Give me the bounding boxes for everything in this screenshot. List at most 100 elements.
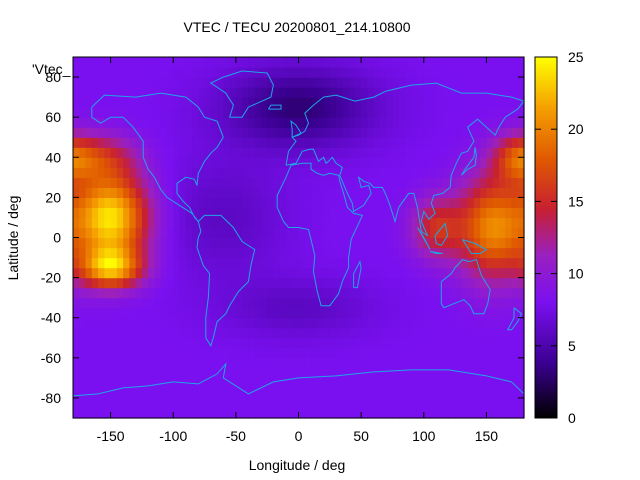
heatmap-cell [392,207,400,219]
heatmap-cell [423,197,431,209]
heatmap-cell [110,147,118,158]
heatmap-cell [116,107,124,118]
heatmap-cell [173,327,181,339]
heatmap-cell [492,347,500,359]
heatmap-cell [135,277,143,289]
heatmap-cell [430,357,437,369]
heatmap-cell [404,97,412,108]
heatmap-cell [404,287,412,299]
heatmap-cell [135,147,143,158]
heatmap-cell [217,157,224,168]
heatmap-cell [166,367,174,379]
heatmap-cell [398,157,406,168]
heatmap-cell [73,127,80,138]
heatmap-cell [279,367,287,379]
heatmap-cell [386,67,394,78]
heatmap-cell [361,87,369,98]
heatmap-cell [292,297,300,309]
heatmap-cell [166,297,174,309]
heatmap-cell [273,177,281,188]
heatmap-cell [166,277,174,289]
heatmap-cell [455,367,462,379]
heatmap-cell [148,97,156,108]
heatmap-cell [348,407,356,419]
heatmap-cell [235,187,243,198]
heatmap-cell [404,177,412,188]
heatmap-cell [279,307,287,319]
heatmap-cell [229,287,237,299]
heatmap-cell [173,357,181,369]
heatmap-cell [160,247,168,259]
heatmap-cell [116,147,124,158]
heatmap-cell [392,137,400,148]
heatmap-cell [104,257,112,269]
heatmap-cell [110,347,118,359]
heatmap-cell [267,357,275,369]
heatmap-cell [79,347,87,359]
heatmap-cell [404,267,412,279]
heatmap-cell [354,257,362,269]
heatmap-cell [160,307,168,319]
heatmap-cell [279,137,287,148]
heatmap-cell [317,167,325,178]
heatmap-cell [198,327,206,339]
heatmap-cell [185,97,193,108]
heatmap-cell [379,197,387,209]
heatmap-cell [505,117,513,128]
heatmap-cell [192,257,199,269]
heatmap-cell [217,337,224,349]
heatmap-cell [379,397,387,409]
heatmap-cell [342,257,350,269]
heatmap-cell [210,177,218,188]
heatmap-cell [73,87,80,98]
heatmap-cell [417,217,425,229]
heatmap-cell [173,87,181,98]
heatmap-cell [273,267,281,279]
heatmap-cell [373,317,381,329]
heatmap-cell [154,117,162,128]
heatmap-cell [311,337,318,349]
heatmap-cell [217,297,224,309]
heatmap-cell [436,367,444,379]
heatmap-cell [498,287,506,299]
heatmap-cell [141,247,149,259]
heatmap-cell [98,367,105,379]
heatmap-cell [179,177,187,188]
heatmap-cell [373,207,381,219]
heatmap-cell [417,127,425,138]
heatmap-cell [73,287,80,299]
heatmap-cell [173,257,181,269]
heatmap-cell [473,67,481,78]
heatmap-cell [317,177,325,188]
heatmap-cell [442,187,450,198]
heatmap-cell [511,87,519,98]
heatmap-cell [336,177,343,188]
heatmap-cell [179,347,187,359]
heatmap-cell [104,217,112,229]
heatmap-cell [217,87,224,98]
heatmap-cell [404,377,412,389]
heatmap-cell [361,187,369,198]
heatmap-cell [492,147,500,158]
heatmap-cell [104,367,112,379]
heatmap-cell [473,97,481,108]
heatmap-cell [386,377,394,389]
heatmap-cell [154,367,162,379]
heatmap-cell [423,377,431,389]
heatmap-cell [436,147,444,158]
heatmap-cell [160,357,168,369]
heatmap-cell [436,387,444,399]
heatmap-cell [455,197,462,209]
heatmap-cell [79,267,87,279]
heatmap-cell [461,407,469,419]
heatmap-cell [91,237,99,249]
heatmap-cell [173,367,181,379]
heatmap-cell [279,157,287,168]
heatmap-cell [467,87,475,98]
coastline-segment [285,82,525,237]
heatmap-cell [336,397,343,409]
heatmap-cell [179,277,187,289]
heatmap-cell [279,87,287,98]
heatmap-cell [173,247,181,259]
heatmap-cell [129,377,137,389]
